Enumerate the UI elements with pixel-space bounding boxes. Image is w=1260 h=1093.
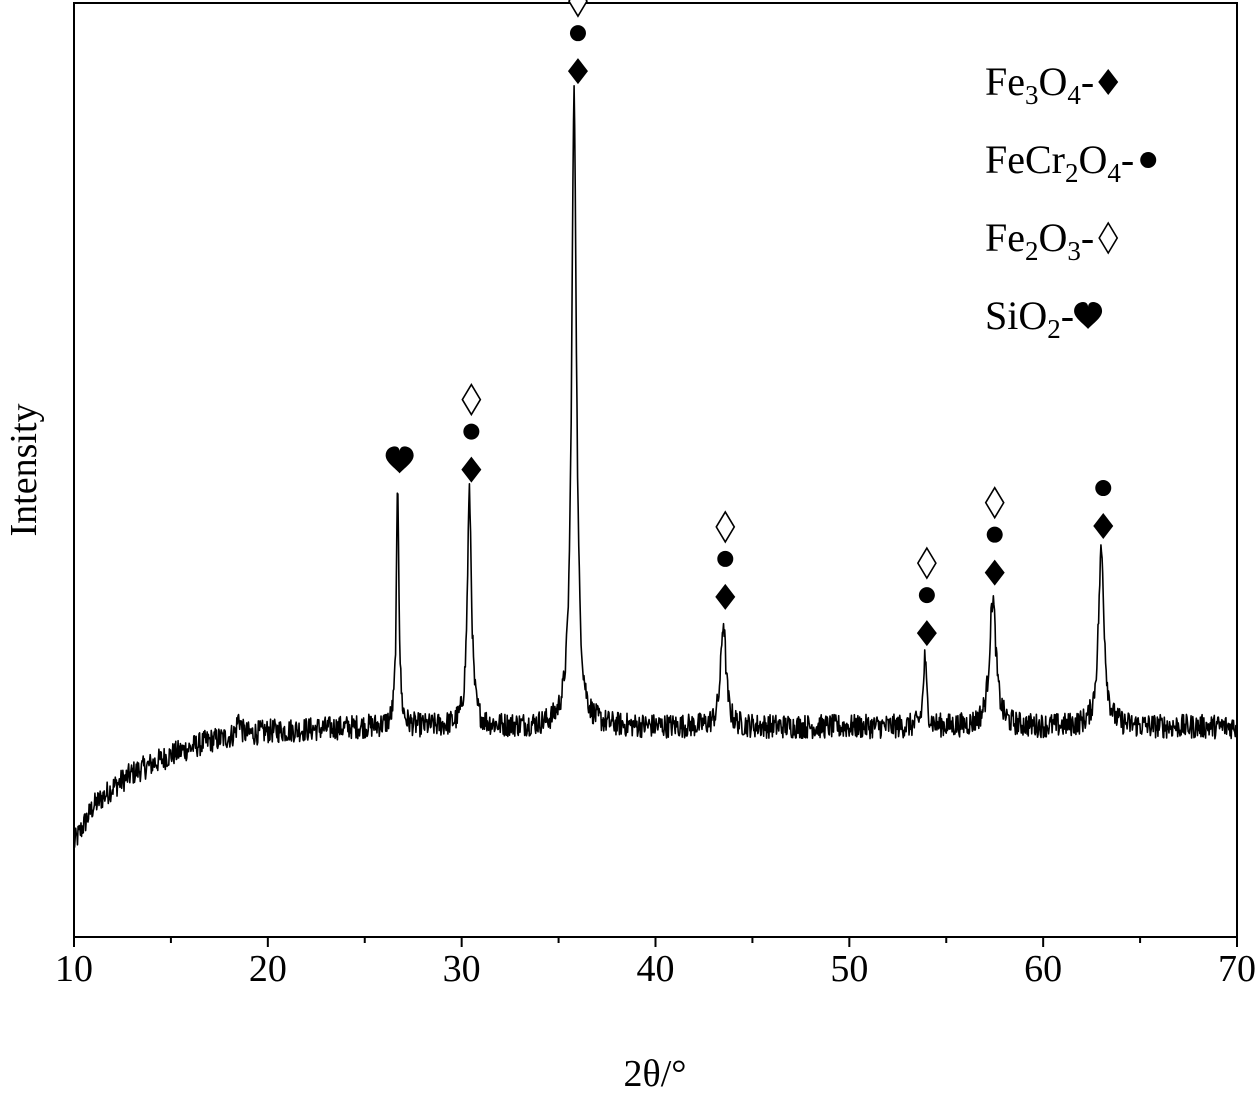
legend-label-part: Fe xyxy=(985,59,1025,104)
x-tick-label: 20 xyxy=(249,948,287,990)
x-axis-label: 2θ/° xyxy=(624,1053,687,1093)
fe3o4-diamond-marker xyxy=(567,58,588,85)
legend-subscript: 3 xyxy=(1025,80,1039,110)
fecr2o4-circle-marker xyxy=(1140,152,1157,168)
legend-label-part: SiO xyxy=(985,293,1047,338)
legend-label: FeCr2O4- xyxy=(985,137,1134,188)
legend-label-part: O xyxy=(1079,137,1108,182)
fe3o4-diamond-marker xyxy=(916,620,937,647)
legend-label-part: FeCr xyxy=(985,137,1065,182)
fecr2o4-circle-marker xyxy=(717,550,734,567)
legend-label-part: O xyxy=(1039,59,1068,104)
fe3o4-diamond-marker xyxy=(1093,513,1114,540)
peak-marker-stack xyxy=(715,510,736,610)
fecr2o4-circle-marker xyxy=(569,25,586,42)
x-tick-label: 10 xyxy=(55,948,93,990)
x-tick-label: 40 xyxy=(637,948,675,990)
peak-marker-stack xyxy=(916,546,937,647)
legend-subscript: 3 xyxy=(1067,236,1081,266)
legend-subscript: 2 xyxy=(1025,236,1039,266)
legend-label: Fe2O3- xyxy=(985,215,1094,266)
legend-label-part: - xyxy=(1121,137,1134,182)
legend-subscript: 2 xyxy=(1065,158,1079,188)
fe3o4-diamond-marker xyxy=(461,456,482,483)
legend-subscript: 2 xyxy=(1047,314,1061,344)
legend-subscript: 4 xyxy=(1107,158,1121,188)
fe2o3-open-diamond-marker xyxy=(916,546,937,580)
fe2o3-open-diamond-marker xyxy=(461,383,482,417)
fe3o4-diamond-marker xyxy=(984,559,1005,586)
fecr2o4-circle-marker xyxy=(463,423,480,440)
legend-label-part: - xyxy=(1081,59,1094,104)
fe2o3-open-diamond-marker xyxy=(568,0,588,18)
legend-item: Fe2O3- xyxy=(985,215,1119,266)
x-tick-label: 70 xyxy=(1218,948,1256,990)
x-tick-label: 50 xyxy=(830,948,868,990)
fecr2o4-circle-marker xyxy=(986,526,1003,543)
legend-item: Fe3O4- xyxy=(985,59,1119,110)
fe3o4-diamond-marker xyxy=(715,583,736,610)
peak-marker-stack xyxy=(567,0,588,85)
legend-subscript: 4 xyxy=(1067,80,1081,110)
legend-item: SiO2- xyxy=(985,293,1103,344)
fe3o4-diamond-marker xyxy=(1098,69,1119,95)
legend-item: FeCr2O4- xyxy=(985,137,1157,188)
legend-label-part: - xyxy=(1061,293,1074,338)
legend-label: SiO2- xyxy=(985,293,1074,344)
x-axis-ticks xyxy=(73,937,1238,947)
legend-label-part: Fe xyxy=(985,215,1025,260)
legend-label-part: - xyxy=(1081,215,1094,260)
fe2o3-open-diamond-marker xyxy=(1098,221,1119,255)
fe2o3-open-diamond-marker xyxy=(715,510,736,544)
legend-label: Fe3O4- xyxy=(985,59,1094,110)
fecr2o4-circle-marker xyxy=(1095,480,1112,497)
peak-marker-stack xyxy=(385,446,414,474)
x-axis-tick-labels: 10 20 30 40 50 60 70 xyxy=(55,948,1256,990)
legend: Fe3O4-FeCr2O4-Fe2O3-SiO2- xyxy=(985,59,1157,344)
peak-marker-stack xyxy=(984,486,1005,586)
peak-marker-stack xyxy=(461,383,482,483)
legend-label-part: O xyxy=(1039,215,1068,260)
x-tick-label: 30 xyxy=(443,948,481,990)
phase-markers xyxy=(385,0,1114,647)
fecr2o4-circle-marker xyxy=(918,587,935,604)
fe2o3-open-diamond-marker xyxy=(984,486,1005,520)
x-tick-label: 60 xyxy=(1024,948,1062,990)
y-axis-label: Intensity xyxy=(3,404,45,537)
sio2-heart-marker xyxy=(1074,302,1103,329)
sio2-heart-marker xyxy=(385,446,414,474)
peak-marker-stack xyxy=(1093,480,1114,540)
xrd-pattern-line xyxy=(73,84,1238,848)
